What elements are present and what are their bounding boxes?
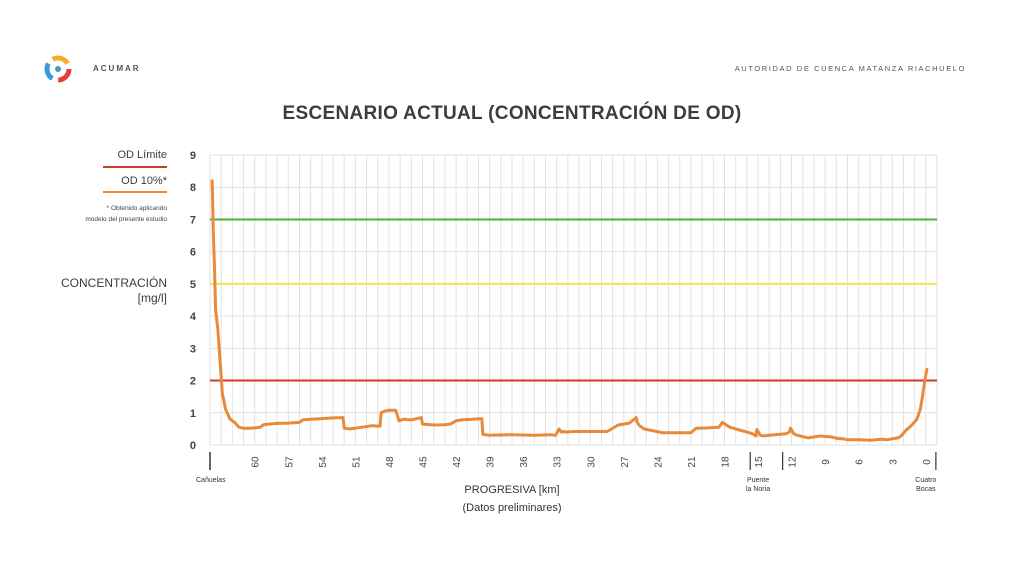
x-annotation-line2: Bocas [916, 486, 936, 493]
x-tick-label: 60 [251, 456, 262, 468]
x-tick-label: 21 [687, 456, 698, 468]
y-tick-label: 9 [190, 150, 196, 162]
x-tick-label: 9 [821, 459, 832, 465]
x-tick-label: 6 [855, 459, 866, 465]
x-tick-label: 12 [788, 456, 799, 468]
legend-od-10-swatch [103, 191, 167, 193]
legend-note-line2: modelo del presente estudio [85, 216, 167, 223]
x-tick-label: 24 [653, 456, 664, 468]
y-axis-label-line2: [mg/l] [137, 291, 167, 305]
x-tick-label: 48 [385, 456, 396, 468]
x-tick-label: 42 [452, 456, 463, 468]
x-tick-label: 36 [519, 456, 530, 468]
organization-name: AUTORIDAD DE CUENCA MATANZA RIACHUELO [734, 64, 966, 73]
x-tick-label: 30 [586, 456, 597, 468]
acumar-logo [44, 55, 72, 83]
x-tick-label: 15 [754, 456, 765, 468]
x-tick-label: 3 [888, 459, 899, 465]
y-axis-label: CONCENTRACIÓN [mg/l] [61, 276, 167, 306]
x-tick-label: 18 [720, 456, 731, 468]
x-tick-label: 45 [419, 456, 430, 468]
y-tick-label: 2 [190, 376, 196, 388]
y-tick-label: 8 [190, 182, 196, 194]
chart-title: ESCENARIO ACTUAL (CONCENTRACIÓN DE OD) [282, 103, 742, 124]
x-tick-label: 51 [351, 456, 362, 468]
x-tick-label: 33 [553, 456, 564, 468]
x-tick-label: 57 [284, 456, 295, 468]
x-tick-label: 39 [486, 456, 497, 468]
x-annotation-line1: Puente [747, 477, 769, 484]
y-tick-label: 1 [190, 408, 196, 420]
x-axis-sublabel: (Datos preliminares) [462, 502, 562, 514]
x-annotation-line1: Cañuelas [196, 477, 226, 484]
x-tick-label: 27 [620, 456, 631, 468]
y-tick-label: 5 [190, 279, 196, 291]
x-axis-label: PROGRESIVA [km] [464, 484, 560, 496]
legend-od-limit-swatch [103, 166, 167, 168]
series-line-od-10 [210, 179, 929, 442]
legend-od-10: OD 10%* [121, 175, 167, 187]
legend-note-line1: * Obtenido aplicando [106, 205, 167, 212]
legend-od-limit: OD Límite [117, 149, 167, 161]
legend-note: * Obtenido aplicando modelo del presente… [85, 203, 167, 225]
x-tick-label: 54 [318, 456, 329, 468]
x-tick-label: 0 [922, 459, 933, 465]
y-tick-label: 7 [190, 214, 196, 226]
y-tick-label: 3 [190, 343, 196, 355]
y-tick-label: 6 [190, 247, 196, 259]
x-annotation-line2: la Noria [746, 486, 770, 493]
y-axis-label-line1: CONCENTRACIÓN [60, 276, 167, 290]
y-tick-label: 0 [190, 440, 196, 452]
y-tick-label: 4 [190, 311, 197, 323]
brand-name: ACUMAR [93, 64, 141, 73]
x-annotation-line1: Cuatro [915, 477, 936, 484]
